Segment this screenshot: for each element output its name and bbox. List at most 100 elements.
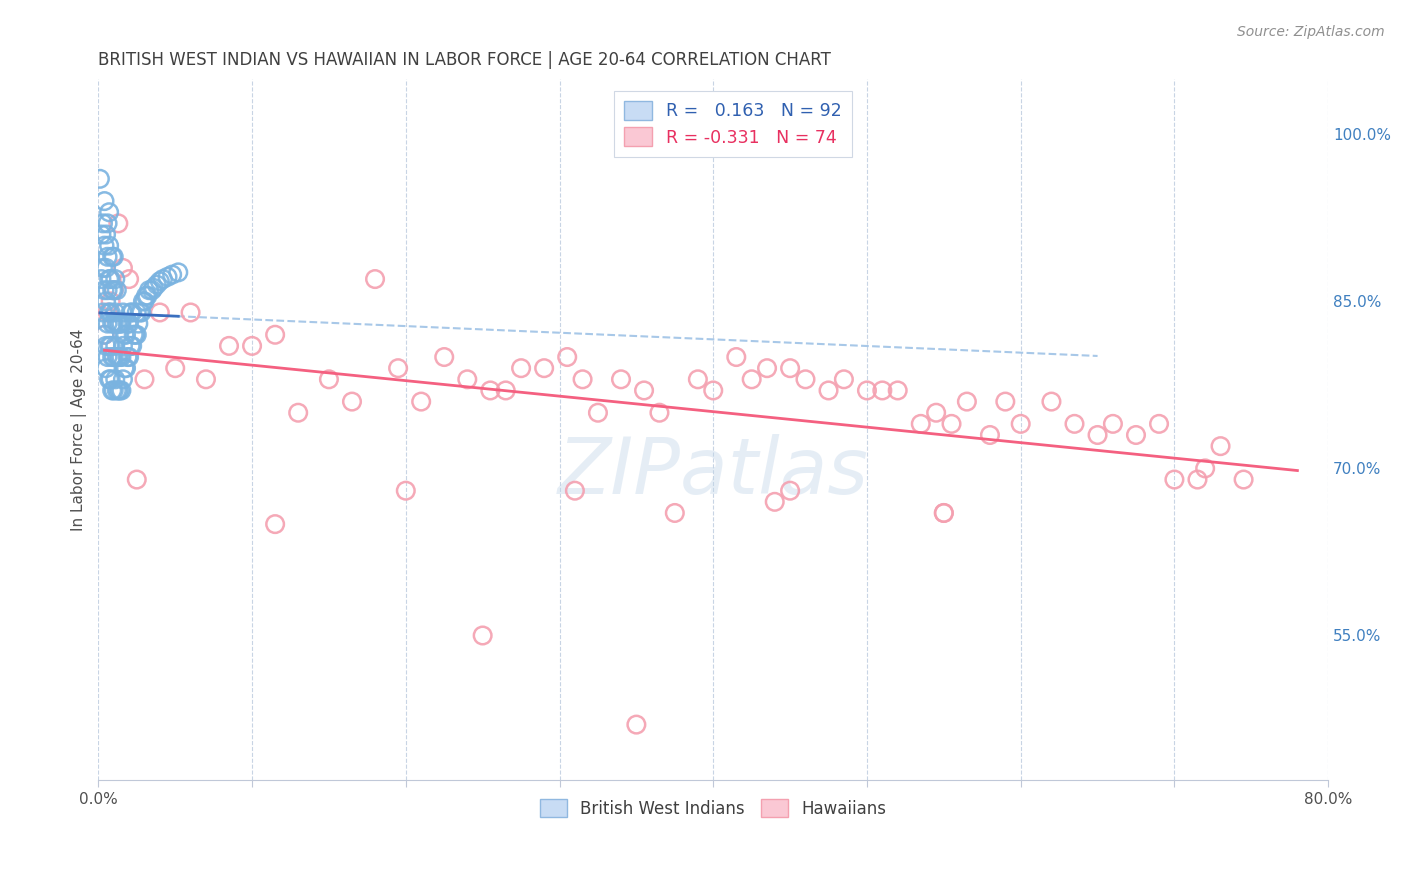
Point <box>105 283 128 297</box>
Point <box>387 361 409 376</box>
Point <box>98 305 121 319</box>
Point <box>90 272 112 286</box>
Point <box>103 250 125 264</box>
Point <box>118 272 141 286</box>
Point <box>122 327 145 342</box>
Point <box>194 372 217 386</box>
Point <box>94 227 117 242</box>
Point <box>100 272 122 286</box>
Point <box>103 317 125 331</box>
Point <box>941 417 963 431</box>
Point <box>98 205 121 219</box>
Point <box>856 384 879 398</box>
Point <box>932 506 955 520</box>
Point <box>479 384 502 398</box>
Point <box>104 272 127 286</box>
Point <box>165 361 187 376</box>
Point <box>1147 417 1170 431</box>
Point <box>564 483 586 498</box>
Point <box>433 350 456 364</box>
Point <box>125 305 148 319</box>
Point <box>763 495 786 509</box>
Point <box>264 327 287 342</box>
Point <box>101 283 124 297</box>
Point <box>93 238 115 252</box>
Point <box>118 350 141 364</box>
Point <box>131 305 153 319</box>
Point <box>128 305 150 319</box>
Point <box>104 372 127 386</box>
Point <box>97 250 120 264</box>
Point <box>135 289 157 303</box>
Point <box>156 269 179 284</box>
Point <box>118 317 141 331</box>
Point <box>125 327 148 342</box>
Point <box>495 384 517 398</box>
Point <box>111 339 134 353</box>
Point <box>97 305 120 319</box>
Point <box>134 294 156 309</box>
Point <box>97 283 120 297</box>
Point <box>97 317 120 331</box>
Point <box>633 384 655 398</box>
Point <box>364 272 387 286</box>
Point <box>107 350 129 364</box>
Point <box>817 384 839 398</box>
Point <box>115 327 138 342</box>
Point <box>91 216 114 230</box>
Point <box>180 305 202 319</box>
Point <box>114 361 136 376</box>
Text: ZIPatlas: ZIPatlas <box>558 434 869 509</box>
Point <box>395 483 418 498</box>
Point <box>101 250 124 264</box>
Point <box>1194 461 1216 475</box>
Point <box>100 372 122 386</box>
Point <box>702 384 724 398</box>
Point <box>136 289 159 303</box>
Point <box>107 216 129 230</box>
Point <box>94 339 117 353</box>
Point <box>108 384 131 398</box>
Point <box>125 473 148 487</box>
Point <box>134 372 156 386</box>
Point <box>994 394 1017 409</box>
Point <box>925 406 948 420</box>
Point <box>97 350 120 364</box>
Point <box>103 350 125 364</box>
Point <box>100 294 122 309</box>
Point <box>586 406 609 420</box>
Point <box>471 628 494 642</box>
Point <box>149 274 172 288</box>
Point <box>141 283 163 297</box>
Point <box>115 361 138 376</box>
Point <box>411 394 433 409</box>
Point <box>794 372 817 386</box>
Y-axis label: In Labor Force | Age 20-64: In Labor Force | Age 20-64 <box>72 328 87 531</box>
Point <box>107 317 129 331</box>
Point <box>101 384 124 398</box>
Point <box>91 305 114 319</box>
Point <box>240 339 263 353</box>
Point <box>94 361 117 376</box>
Point <box>104 305 127 319</box>
Point <box>264 517 287 532</box>
Point <box>103 384 125 398</box>
Point <box>664 506 686 520</box>
Point <box>610 372 633 386</box>
Point <box>110 384 132 398</box>
Point <box>648 406 671 420</box>
Point <box>110 317 132 331</box>
Point <box>111 260 134 275</box>
Point <box>160 268 183 282</box>
Point <box>117 317 139 331</box>
Point <box>956 394 979 409</box>
Point <box>107 384 129 398</box>
Point <box>149 305 172 319</box>
Point <box>510 361 533 376</box>
Point <box>98 339 121 353</box>
Point <box>93 194 115 208</box>
Point <box>1087 428 1109 442</box>
Point <box>725 350 748 364</box>
Point <box>979 428 1001 442</box>
Point <box>97 216 120 230</box>
